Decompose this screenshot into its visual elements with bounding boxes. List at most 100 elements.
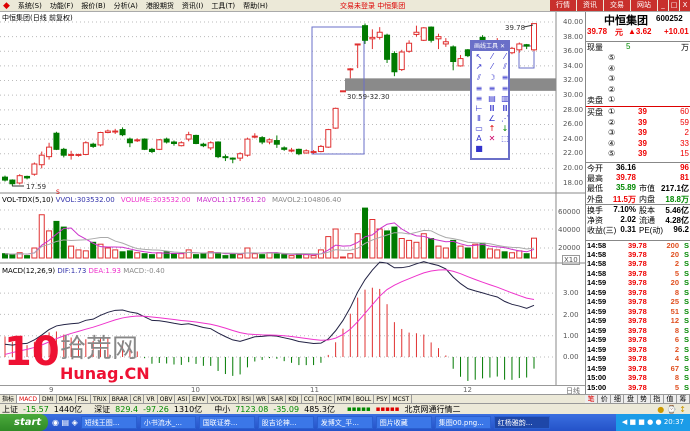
draw-tool-icon[interactable]: ▥ xyxy=(501,94,509,103)
draw-tool-icon[interactable]: ▭ xyxy=(475,124,483,133)
indicator-tab-psy[interactable]: PSY xyxy=(374,395,391,403)
quote-tab[interactable]: 势 xyxy=(637,395,651,403)
menu-help[interactable]: 帮助(H) xyxy=(243,1,268,10)
quote-tab[interactable]: 笔 xyxy=(585,395,599,403)
draw-tool-icon[interactable]: ≡ xyxy=(488,84,496,93)
clock: 20:37 xyxy=(663,418,684,426)
stat-value: 39.78 xyxy=(615,172,636,182)
draw-tool-icon[interactable]: ✕ xyxy=(488,134,496,143)
trade-button[interactable]: 交易 xyxy=(604,0,630,11)
indicator-tab-macd[interactable]: MACD xyxy=(17,395,41,403)
info-button[interactable]: 资讯 xyxy=(577,0,603,11)
menu-info[interactable]: 资讯(I) xyxy=(181,1,204,10)
quote-tab[interactable]: 盘 xyxy=(624,395,638,403)
minimize-button[interactable]: _ xyxy=(658,0,668,11)
close-icon[interactable]: ✕ xyxy=(499,43,505,50)
indicator-tab-fsl[interactable]: FSL xyxy=(76,395,91,403)
menu-tools[interactable]: 工具(T) xyxy=(211,1,236,10)
indicator-tab-rsi[interactable]: RSI xyxy=(239,395,254,403)
candle xyxy=(516,43,523,51)
draw-tool-icon[interactable]: ≡ xyxy=(501,84,509,93)
draw-tool-icon[interactable]: ≡ xyxy=(475,94,483,103)
draw-tool-icon[interactable]: ⁄ xyxy=(491,52,493,61)
indicator-tab-brar[interactable]: BRAR xyxy=(110,395,132,403)
indicator-tab-指标[interactable]: 指标 xyxy=(0,395,18,403)
level-index: ④ xyxy=(608,138,616,148)
stat-row: 外盘 11.5万 内盘 18.8万 xyxy=(586,194,690,205)
indicator-tab-roc[interactable]: ROC xyxy=(317,395,335,403)
indicator-tab-vol-tdx[interactable]: VOL-TDX xyxy=(208,395,240,403)
quick-launch-icons[interactable]: ◉ ▤ ◈ xyxy=(52,418,78,427)
restore-button[interactable]: □ xyxy=(669,0,679,11)
quotes-button[interactable]: 行情 xyxy=(550,0,576,11)
draw-tool-icon[interactable]: ↓ xyxy=(501,124,509,133)
draw-tool-icon[interactable]: ∠ xyxy=(488,114,496,123)
draw-tool-icon[interactable]: ↗ xyxy=(475,62,483,71)
draw-tool-icon[interactable]: Ⅱ xyxy=(477,114,481,123)
menu-system[interactable]: 系统(S) xyxy=(17,1,42,10)
taskbar-item[interactable]: 小书流水_... xyxy=(139,416,196,429)
indicator-tab-dma[interactable]: DMA xyxy=(57,395,76,403)
indicator-tab-dmi[interactable]: DMI xyxy=(40,395,57,403)
draw-tool-icon[interactable]: Ⅲ xyxy=(502,104,508,113)
indicator-tab-obv[interactable]: OBV xyxy=(158,395,176,403)
indicator-tab-sar[interactable]: SAR xyxy=(269,395,287,403)
indicator-tab-boll[interactable]: BOLL xyxy=(354,395,375,403)
indicator-tab-emv[interactable]: EMV xyxy=(190,395,209,403)
draw-tool-icon[interactable]: A xyxy=(476,134,482,143)
draw-tool-icon[interactable]: ≡ xyxy=(475,84,483,93)
taskbar-item[interactable]: 红杨雅韵... xyxy=(493,416,550,429)
indicator-tab-wr[interactable]: WR xyxy=(254,395,270,403)
tick-row: 14:59 39.78 51 S xyxy=(586,307,690,317)
period-button[interactable]: 日线 xyxy=(566,387,580,395)
stat-label: 外盘 xyxy=(587,194,603,204)
taskbar-item[interactable]: 国联证券... xyxy=(198,416,255,429)
draw-tool-palette[interactable]: 画线工具 ✕ ↖ ⁄ ⁄ ↗ ⁄ ⫽ ⫽ ☽ ≡ ≡ ≡ ≡ ≡ ▤ ▥ ⊢ Ⅲ Ⅲ Ⅱ ∠ ⋰ ▭ ↑ ↓ A ✕ ⬚ ■ xyxy=(470,40,510,160)
close-button[interactable]: X xyxy=(680,0,690,11)
start-button[interactable]: start xyxy=(0,414,48,431)
taskbar-item[interactable]: 发博文_平... xyxy=(316,416,373,429)
draw-tool-icon[interactable]: ↑ xyxy=(488,124,496,133)
indicator-tab-vr[interactable]: VR xyxy=(144,395,158,403)
quote-tab[interactable]: 价 xyxy=(598,395,612,403)
website-button[interactable]: 网站 xyxy=(631,0,657,11)
draw-tool-icon[interactable]: ↖ xyxy=(475,52,483,61)
candle xyxy=(384,34,391,60)
menu-hk-futures[interactable]: 港股期货 xyxy=(145,1,174,10)
indicator-tab-cr[interactable]: CR xyxy=(131,395,145,403)
menu-analysis[interactable]: 分析(A) xyxy=(113,1,138,10)
menu-function[interactable]: 功能(F) xyxy=(49,1,74,10)
app-logo-icon: ◆ xyxy=(3,0,10,11)
draw-tool-icon[interactable]: ■ xyxy=(475,144,483,153)
taskbar-item[interactable]: 股吉论神... xyxy=(257,416,314,429)
indicator-tab-cci[interactable]: CCI xyxy=(302,395,317,403)
quote-tab[interactable]: 指 xyxy=(650,395,664,403)
kline-chart[interactable]: 30.59-32.30 39.78 17.59 S xyxy=(0,0,585,390)
taskbar: start ◉ ▤ ◈ 短线王图... 小书流水_... 国联证券... 股吉论神..… xyxy=(0,414,690,431)
draw-tool-icon[interactable]: ⋰ xyxy=(501,114,509,123)
indicator-tab-asi[interactable]: ASI xyxy=(175,395,191,403)
draw-tool-icon[interactable]: ⫽ xyxy=(477,73,481,82)
draw-tool-icon[interactable]: ≡ xyxy=(501,73,509,82)
volume-bar xyxy=(251,253,258,259)
taskbar-item[interactable]: 图片收藏 xyxy=(375,416,432,429)
draw-tool-icon[interactable]: ⊢ xyxy=(475,104,483,113)
quote-tab[interactable]: 值 xyxy=(663,395,677,403)
taskbar-item[interactable]: 短线王图... xyxy=(80,416,137,429)
draw-tool-icon[interactable]: ⁄ xyxy=(491,62,493,71)
draw-tool-icon[interactable]: ⁄ xyxy=(504,52,506,61)
draw-tool-icon[interactable]: ☽ xyxy=(488,73,496,82)
indicator-tab-kdj[interactable]: KDJ xyxy=(286,395,302,403)
menu-quote[interactable]: 报价(B) xyxy=(81,1,106,10)
quote-tab[interactable]: 细 xyxy=(611,395,625,403)
indicator-tab-mtm[interactable]: MTM xyxy=(335,395,354,403)
draw-tool-icon[interactable]: ⬚ xyxy=(501,134,509,143)
draw-tool-icon[interactable]: ⫽ xyxy=(503,62,507,71)
draw-tool-icon[interactable]: Ⅲ xyxy=(489,104,495,113)
indicator-tab-trix[interactable]: TRIX xyxy=(91,395,110,403)
candle xyxy=(126,138,133,144)
quote-tab[interactable]: 筹 xyxy=(676,395,690,403)
taskbar-item[interactable]: 集图00.png... xyxy=(434,416,491,429)
indicator-tab-mcst[interactable]: MCST xyxy=(390,395,413,403)
draw-tool-icon[interactable]: ▤ xyxy=(488,94,496,103)
